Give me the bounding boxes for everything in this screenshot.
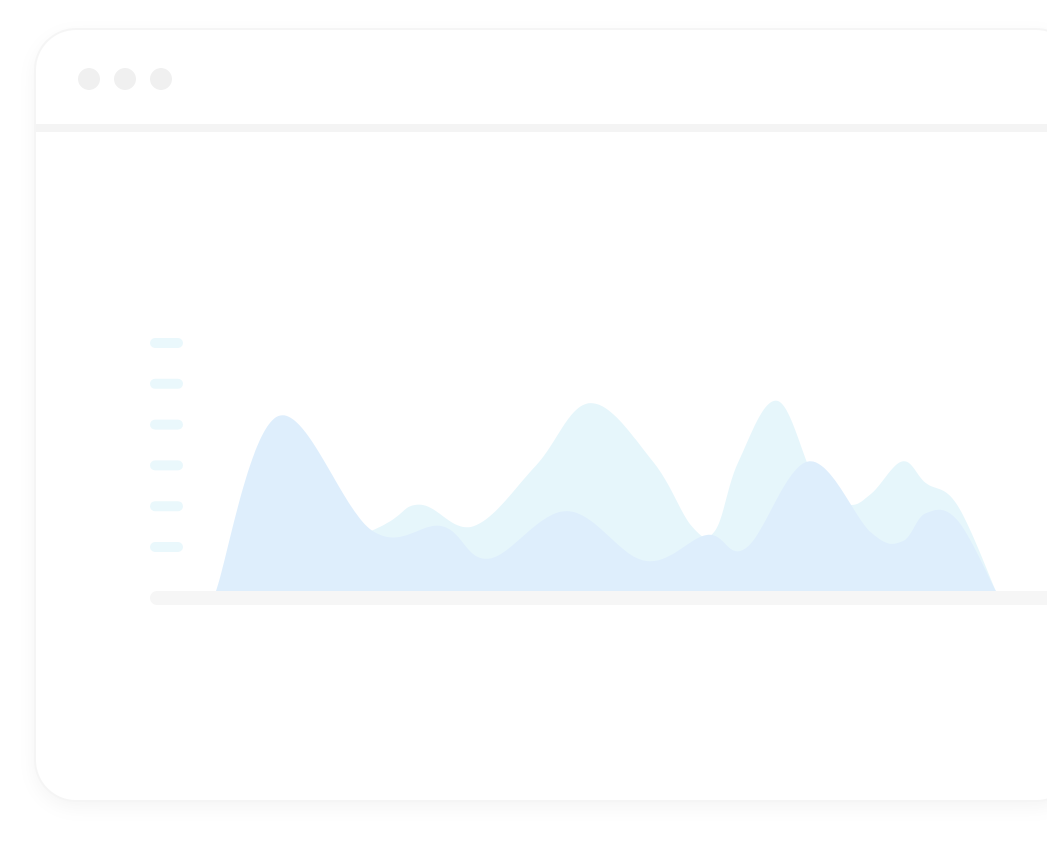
y-tick-mark [150,378,183,389]
y-tick-mark [150,338,183,348]
y-tick-mark [150,419,183,430]
app-window [36,30,1047,800]
y-tick-mark [150,542,183,552]
window-dot-2[interactable] [114,68,136,90]
window-dot-3[interactable] [150,68,172,90]
window-titlebar [36,30,1047,132]
window-dot-1[interactable] [78,68,100,90]
chart-baseline [150,591,1047,605]
y-tick-mark [150,460,183,471]
area-series-front [216,415,996,591]
y-tick-mark [150,501,183,512]
